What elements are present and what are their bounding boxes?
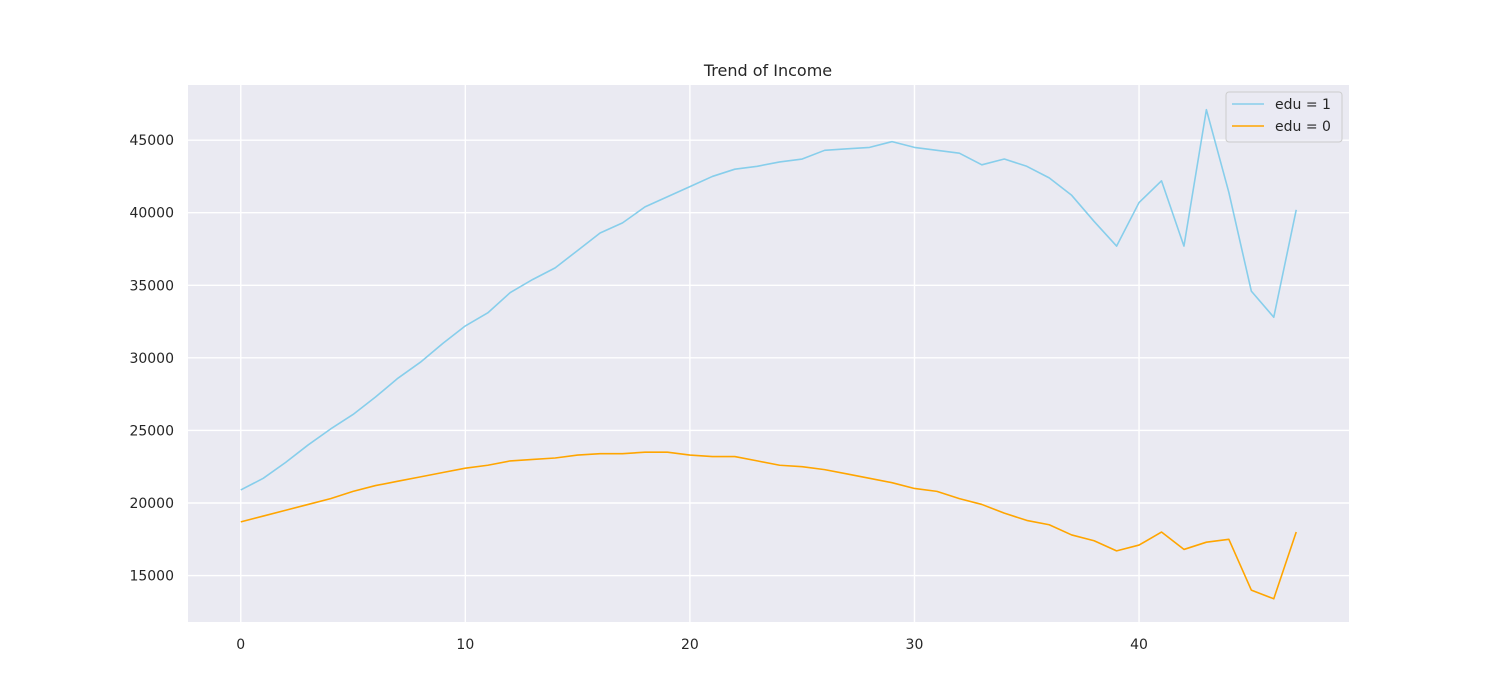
series-line-2 xyxy=(240,451,1297,600)
x-tick-label: 30 xyxy=(906,637,924,653)
y-tick-label: 40000 xyxy=(129,206,174,222)
y-tick-label: 35000 xyxy=(129,278,174,294)
grid-lines xyxy=(188,85,1349,622)
series-line-1 xyxy=(240,108,1298,491)
plot-area xyxy=(188,85,1349,622)
legend: edu = 1 edu = 0 xyxy=(1225,91,1343,143)
x-tick-label: 20 xyxy=(681,637,699,653)
y-tick-label: 45000 xyxy=(129,133,174,149)
axis-ticks: 0 10 20 30 40 15000 20000 25000 30000 35000 40000 4… xyxy=(129,133,1147,653)
y-tick-label: 15000 xyxy=(129,569,174,585)
x-tick-label: 10 xyxy=(456,637,474,653)
legend-label: edu = 1 xyxy=(1275,97,1331,113)
series-lines xyxy=(240,108,1298,600)
x-tick-label: 0 xyxy=(236,637,245,653)
x-tick-label: 40 xyxy=(1130,637,1148,653)
chart-title: Trend of Income xyxy=(703,61,832,80)
legend-label: edu = 0 xyxy=(1275,119,1331,135)
y-tick-label: 25000 xyxy=(129,423,174,439)
y-tick-label: 30000 xyxy=(129,351,174,367)
y-tick-label: 20000 xyxy=(129,496,174,512)
